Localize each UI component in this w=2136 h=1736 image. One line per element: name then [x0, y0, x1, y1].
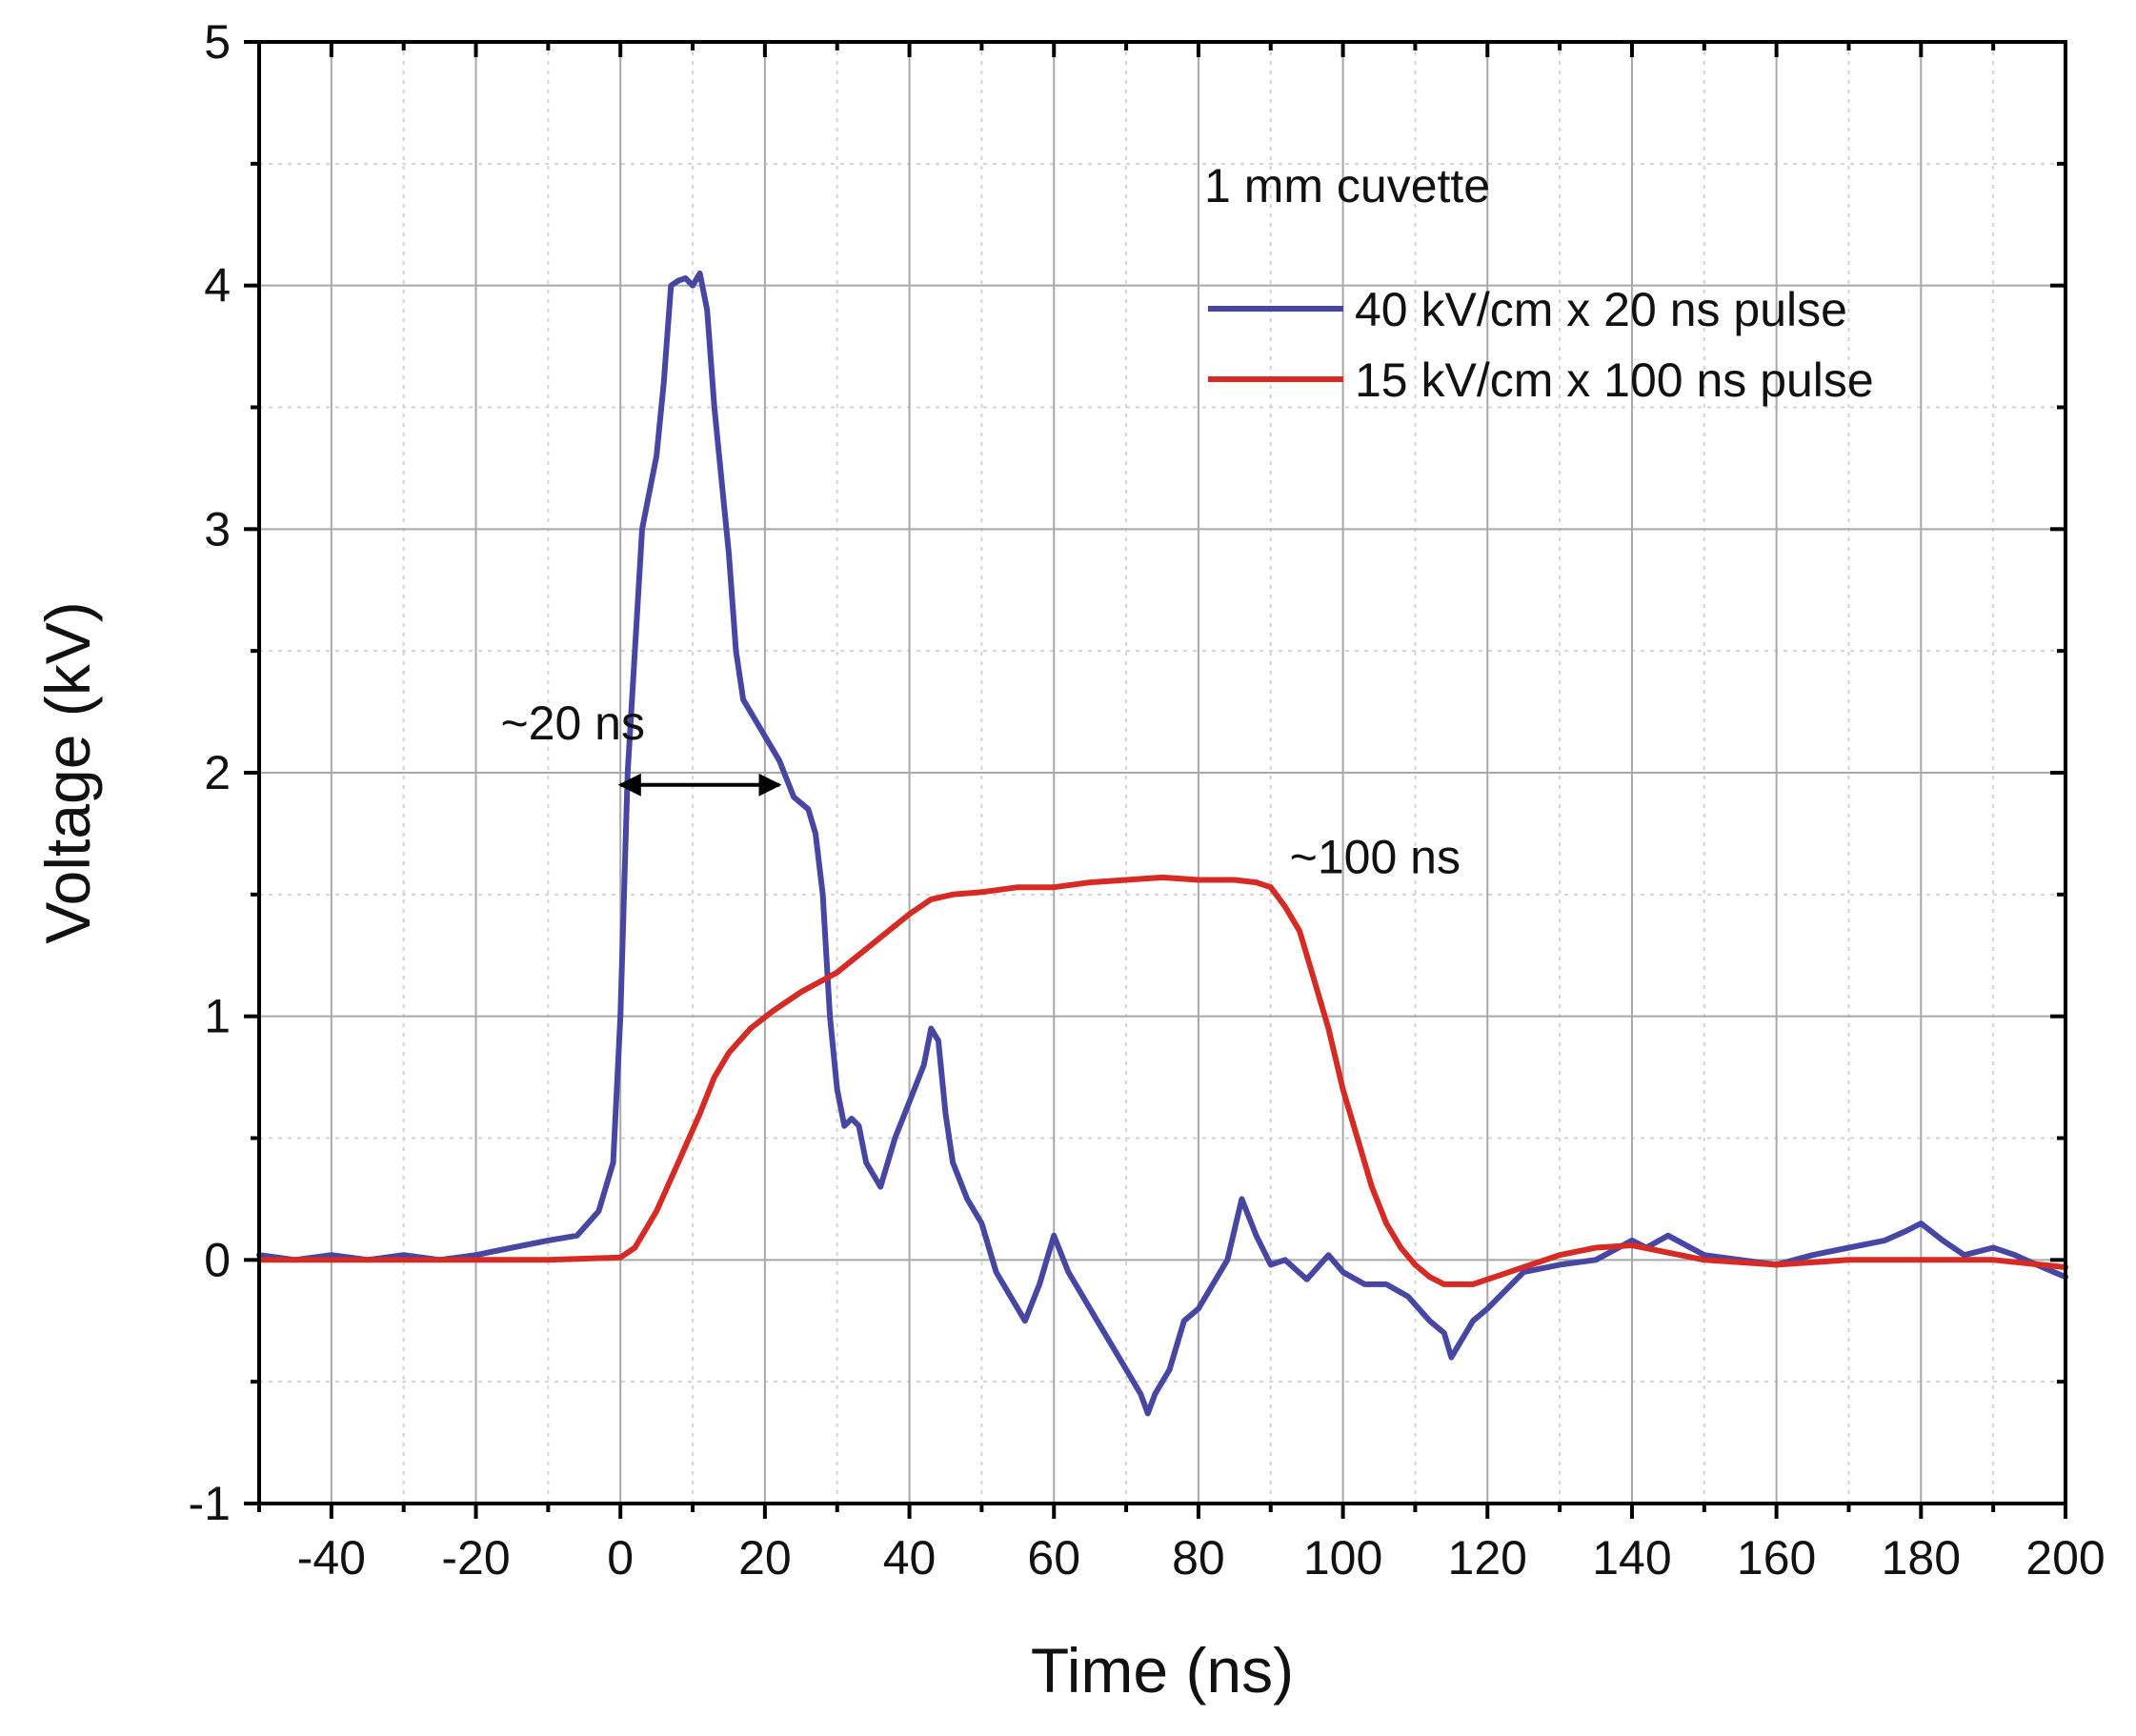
annotation-pulse-width-20ns: ~20 ns [500, 696, 645, 750]
x-tick-label: 60 [1027, 1531, 1080, 1585]
x-tick-label: -40 [297, 1531, 366, 1585]
y-tick-label: 3 [204, 502, 231, 555]
x-tick-label: 200 [2025, 1531, 2105, 1585]
y-tick-label: 2 [204, 746, 231, 799]
x-tick-label: 100 [1303, 1531, 1382, 1585]
annotation-pulse-width-100ns: ~100 ns [1290, 830, 1461, 883]
x-tick-label: 140 [1592, 1531, 1671, 1585]
y-axis-label: Voltage (kV) [32, 601, 103, 944]
legend: 1 mm cuvette 40 kV/cm x 20 ns pulse 15 k… [1204, 159, 1874, 407]
x-tick-label: 40 [883, 1531, 937, 1585]
series-group [256, 270, 2068, 1417]
x-tick-label: 80 [1172, 1531, 1225, 1585]
y-tick-label: 5 [204, 15, 231, 69]
x-tick-labels: -40 -20 0 20 40 60 80 100 120 140 160 180 200 [297, 1531, 2106, 1585]
legend-title: 1 mm cuvette [1204, 159, 1490, 212]
y-tick-label: 1 [204, 990, 231, 1043]
x-tick-label: -20 [441, 1531, 510, 1585]
x-tick-label: 0 [607, 1531, 634, 1585]
series-line-1 [256, 270, 2068, 1417]
legend-label-series-1: 40 kV/cm x 20 ns pulse [1355, 283, 1847, 336]
grid [258, 41, 2066, 1504]
axis-ticks [244, 40, 2067, 1519]
x-tick-label: 160 [1737, 1531, 1816, 1585]
legend-label-series-2: 15 kV/cm x 100 ns pulse [1355, 353, 1874, 407]
y-tick-label: 0 [204, 1233, 231, 1286]
annotations: ~20 ns ~100 ns [500, 696, 1461, 884]
x-tick-label: 180 [1882, 1531, 1961, 1585]
series-line-2 [256, 874, 2068, 1287]
x-axis-label: Time (ns) [1031, 1635, 1294, 1706]
y-tick-label: -1 [189, 1477, 231, 1530]
y-tick-label: 4 [204, 259, 231, 313]
x-tick-label: 120 [1448, 1531, 1527, 1585]
y-tick-labels: -1 0 1 2 3 4 5 [189, 15, 231, 1530]
x-tick-label: 20 [738, 1531, 792, 1585]
